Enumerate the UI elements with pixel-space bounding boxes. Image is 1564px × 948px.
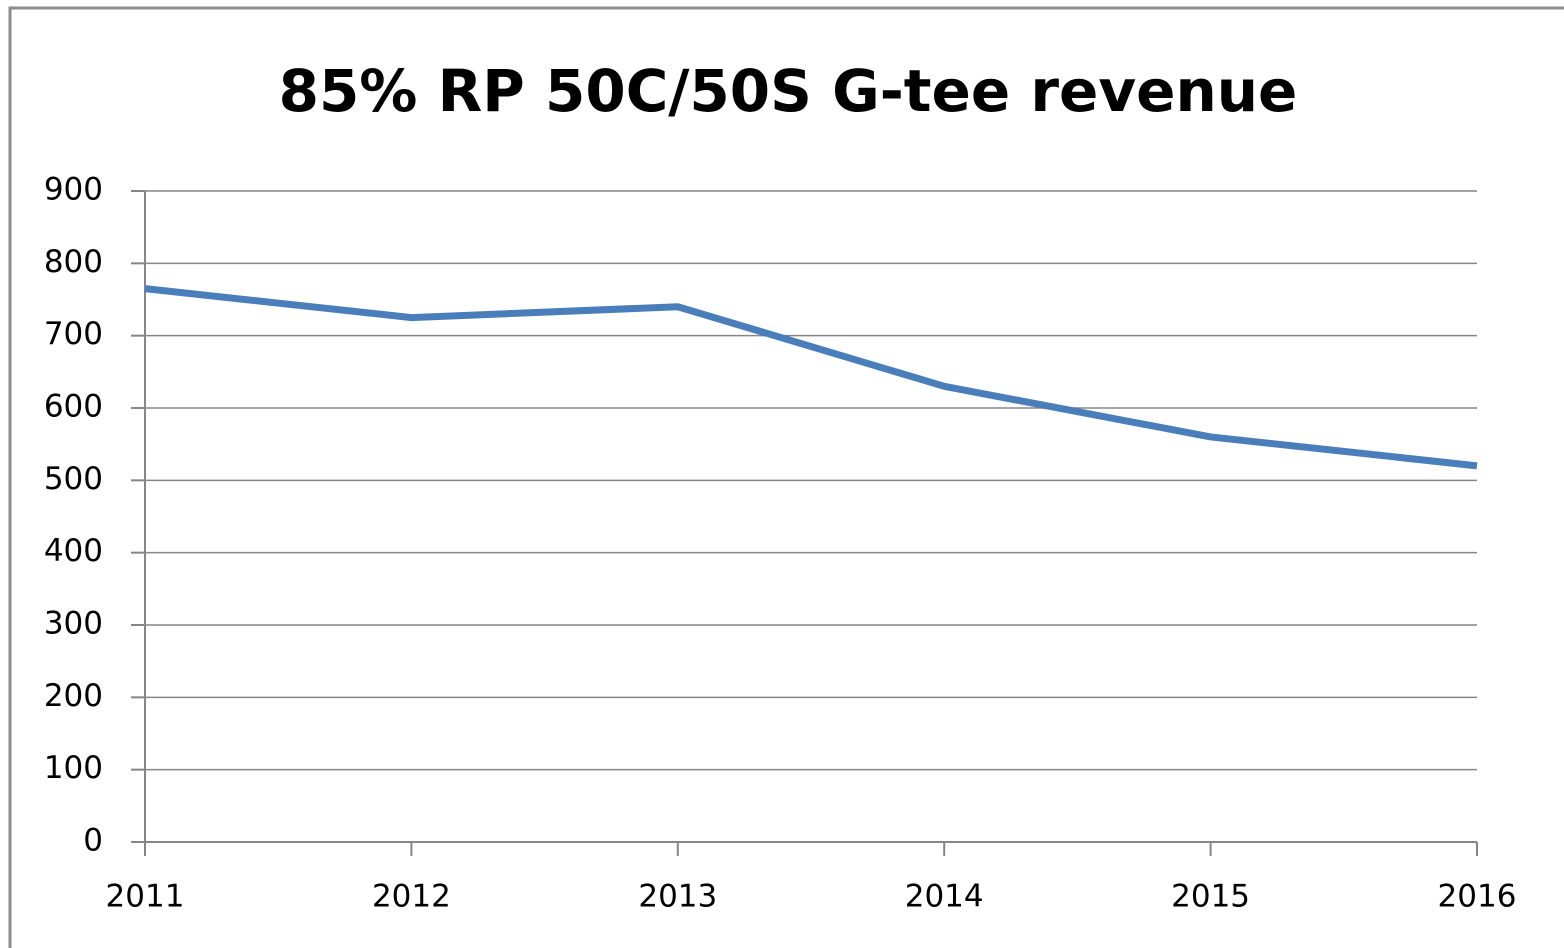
y-tick-label: 800	[44, 244, 103, 280]
y-tick-label: 200	[44, 678, 103, 714]
y-tick-label: 900	[44, 172, 103, 208]
x-tick-label: 2013	[638, 879, 717, 915]
x-tick-label: 2011	[106, 879, 185, 915]
x-tick-label: 2016	[1438, 879, 1517, 915]
y-tick-label: 500	[44, 461, 103, 497]
chart-title: 85% RP 50C/50S G-tee revenue	[279, 57, 1298, 125]
chart-border	[8, 6, 1564, 948]
y-tick-label: 100	[44, 750, 103, 786]
y-tick-label: 700	[44, 316, 103, 352]
data-line	[144, 285, 1478, 470]
x-tick-label: 2014	[905, 879, 984, 915]
y-tick-label: 400	[44, 533, 103, 569]
y-tick-label: 300	[44, 606, 103, 642]
y-tick-label: 0	[83, 823, 103, 859]
x-tick-label: 2015	[1171, 879, 1250, 915]
x-tick-label: 2012	[372, 879, 451, 915]
y-tick-label: 600	[44, 389, 103, 425]
